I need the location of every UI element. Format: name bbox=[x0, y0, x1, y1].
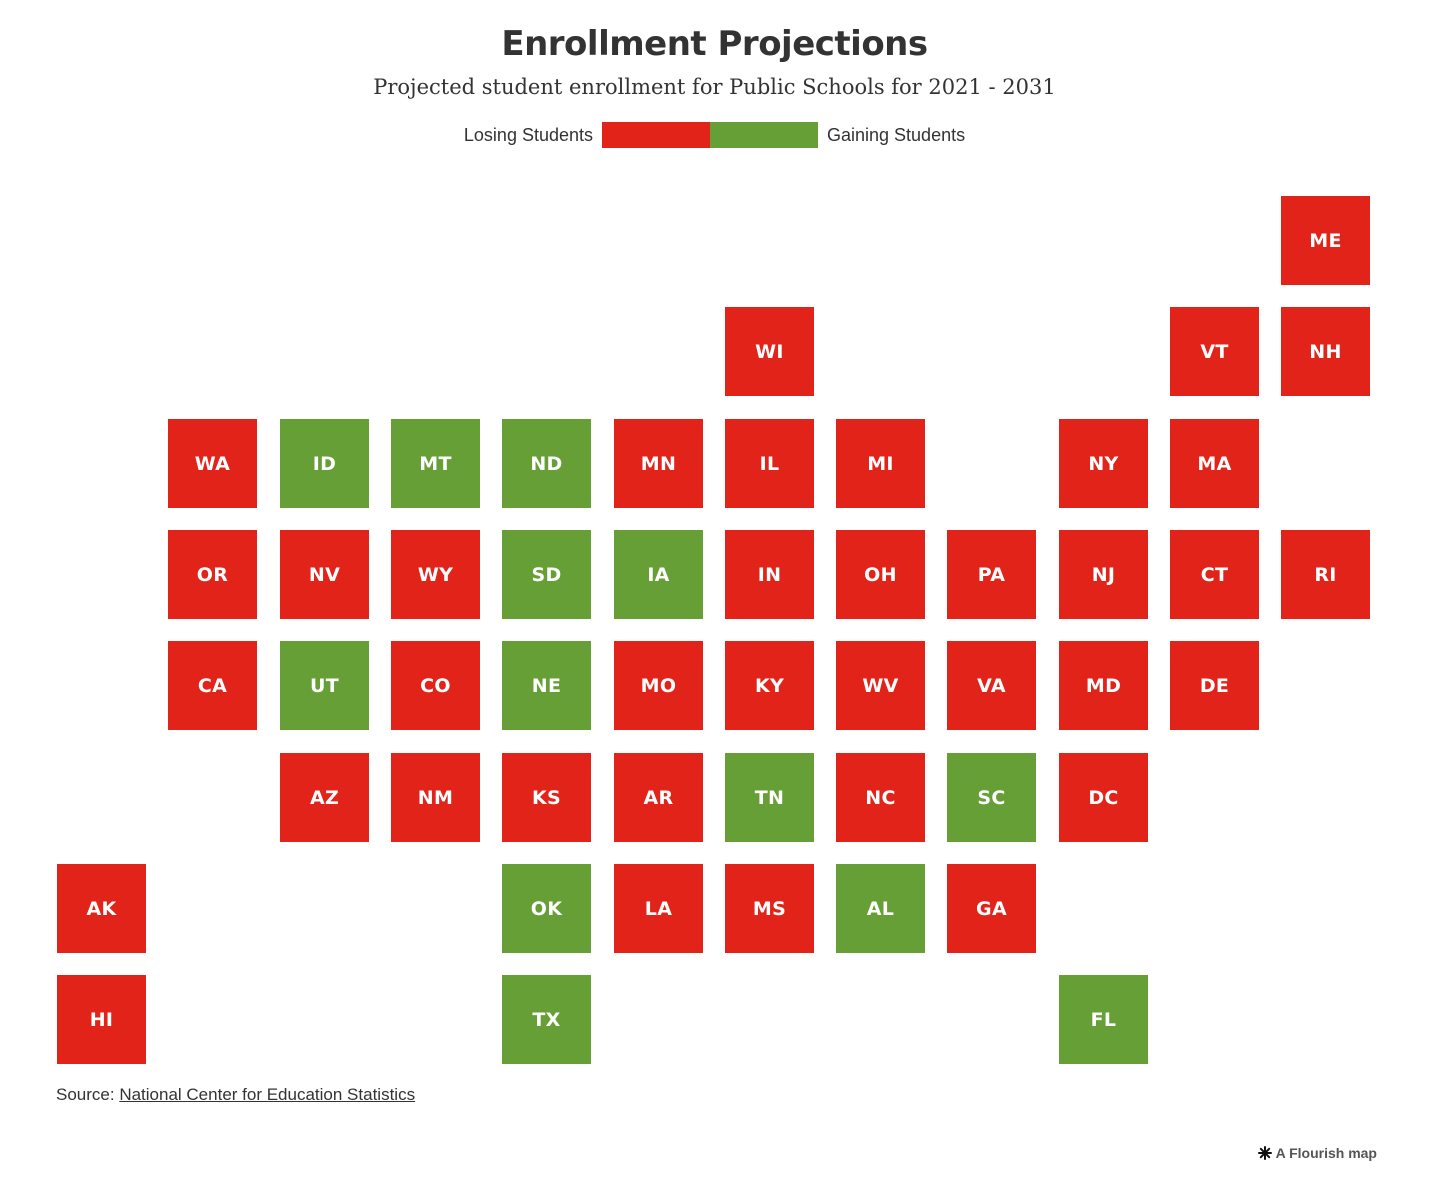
credit-text: A Flourish map bbox=[1275, 1145, 1377, 1161]
state-tile-mn[interactable]: MN bbox=[614, 419, 703, 508]
legend-losing-label: Losing Students bbox=[463, 124, 593, 145]
state-tile-al[interactable]: AL bbox=[836, 864, 925, 953]
state-tile-ak[interactable]: AK bbox=[57, 864, 146, 953]
state-tile-ms[interactable]: MS bbox=[725, 864, 814, 953]
state-tile-nm[interactable]: NM bbox=[391, 753, 480, 842]
state-tile-ct[interactable]: CT bbox=[1170, 530, 1259, 619]
state-tile-nd[interactable]: ND bbox=[502, 419, 591, 508]
page-subtitle: Projected student enrollment for Public … bbox=[373, 75, 1056, 99]
legend: Losing Students Gaining Students bbox=[0, 121, 1429, 149]
source-note: Source: National Center for Education St… bbox=[56, 1085, 415, 1105]
state-tile-wa[interactable]: WA bbox=[168, 419, 257, 508]
state-tile-fl[interactable]: FL bbox=[1059, 975, 1148, 1064]
legend-losing-swatch bbox=[602, 122, 710, 148]
source-prefix: Source: bbox=[56, 1085, 120, 1104]
state-tile-mt[interactable]: MT bbox=[391, 419, 480, 508]
state-tile-wy[interactable]: WY bbox=[391, 530, 480, 619]
flourish-credit[interactable]: A Flourish map bbox=[1257, 1145, 1377, 1161]
state-tile-ga[interactable]: GA bbox=[947, 864, 1036, 953]
state-tile-wi[interactable]: WI bbox=[725, 307, 814, 396]
state-tile-in[interactable]: IN bbox=[725, 530, 814, 619]
state-tile-ar[interactable]: AR bbox=[614, 753, 703, 842]
state-tile-tn[interactable]: TN bbox=[725, 753, 814, 842]
state-tile-ma[interactable]: MA bbox=[1170, 419, 1259, 508]
state-tile-me[interactable]: ME bbox=[1281, 196, 1370, 285]
state-tile-ut[interactable]: UT bbox=[280, 641, 369, 730]
source-link[interactable]: National Center for Education Statistics bbox=[119, 1085, 416, 1104]
state-tile-va[interactable]: VA bbox=[947, 641, 1036, 730]
state-tile-pa[interactable]: PA bbox=[947, 530, 1036, 619]
state-tile-ca[interactable]: CA bbox=[168, 641, 257, 730]
state-tile-vt[interactable]: VT bbox=[1170, 307, 1259, 396]
state-tile-ks[interactable]: KS bbox=[502, 753, 591, 842]
legend-gaining-label: Gaining Students bbox=[827, 124, 966, 145]
state-tile-ne[interactable]: NE bbox=[502, 641, 591, 730]
state-tile-tx[interactable]: TX bbox=[502, 975, 591, 1064]
state-tile-nj[interactable]: NJ bbox=[1059, 530, 1148, 619]
state-tile-nv[interactable]: NV bbox=[280, 530, 369, 619]
state-tile-wv[interactable]: WV bbox=[836, 641, 925, 730]
state-tile-ia[interactable]: IA bbox=[614, 530, 703, 619]
state-tile-az[interactable]: AZ bbox=[280, 753, 369, 842]
state-tile-md[interactable]: MD bbox=[1059, 641, 1148, 730]
state-tile-ok[interactable]: OK bbox=[502, 864, 591, 953]
legend-gaining-swatch bbox=[710, 122, 818, 148]
state-tile-or[interactable]: OR bbox=[168, 530, 257, 619]
state-tile-ri[interactable]: RI bbox=[1281, 530, 1370, 619]
state-tile-nh[interactable]: NH bbox=[1281, 307, 1370, 396]
state-tile-il[interactable]: IL bbox=[725, 419, 814, 508]
state-tile-ny[interactable]: NY bbox=[1059, 419, 1148, 508]
state-tile-hi[interactable]: HI bbox=[57, 975, 146, 1064]
state-tile-sc[interactable]: SC bbox=[947, 753, 1036, 842]
flourish-asterisk-icon bbox=[1257, 1146, 1272, 1160]
state-tile-sd[interactable]: SD bbox=[502, 530, 591, 619]
page-title: Enrollment Projections bbox=[501, 24, 928, 64]
state-tile-la[interactable]: LA bbox=[614, 864, 703, 953]
state-tile-mo[interactable]: MO bbox=[614, 641, 703, 730]
state-tile-de[interactable]: DE bbox=[1170, 641, 1259, 730]
state-tile-mi[interactable]: MI bbox=[836, 419, 925, 508]
state-tile-oh[interactable]: OH bbox=[836, 530, 925, 619]
state-tile-dc[interactable]: DC bbox=[1059, 753, 1148, 842]
state-tile-nc[interactable]: NC bbox=[836, 753, 925, 842]
state-tile-ky[interactable]: KY bbox=[725, 641, 814, 730]
state-tile-id[interactable]: ID bbox=[280, 419, 369, 508]
state-tile-co[interactable]: CO bbox=[391, 641, 480, 730]
